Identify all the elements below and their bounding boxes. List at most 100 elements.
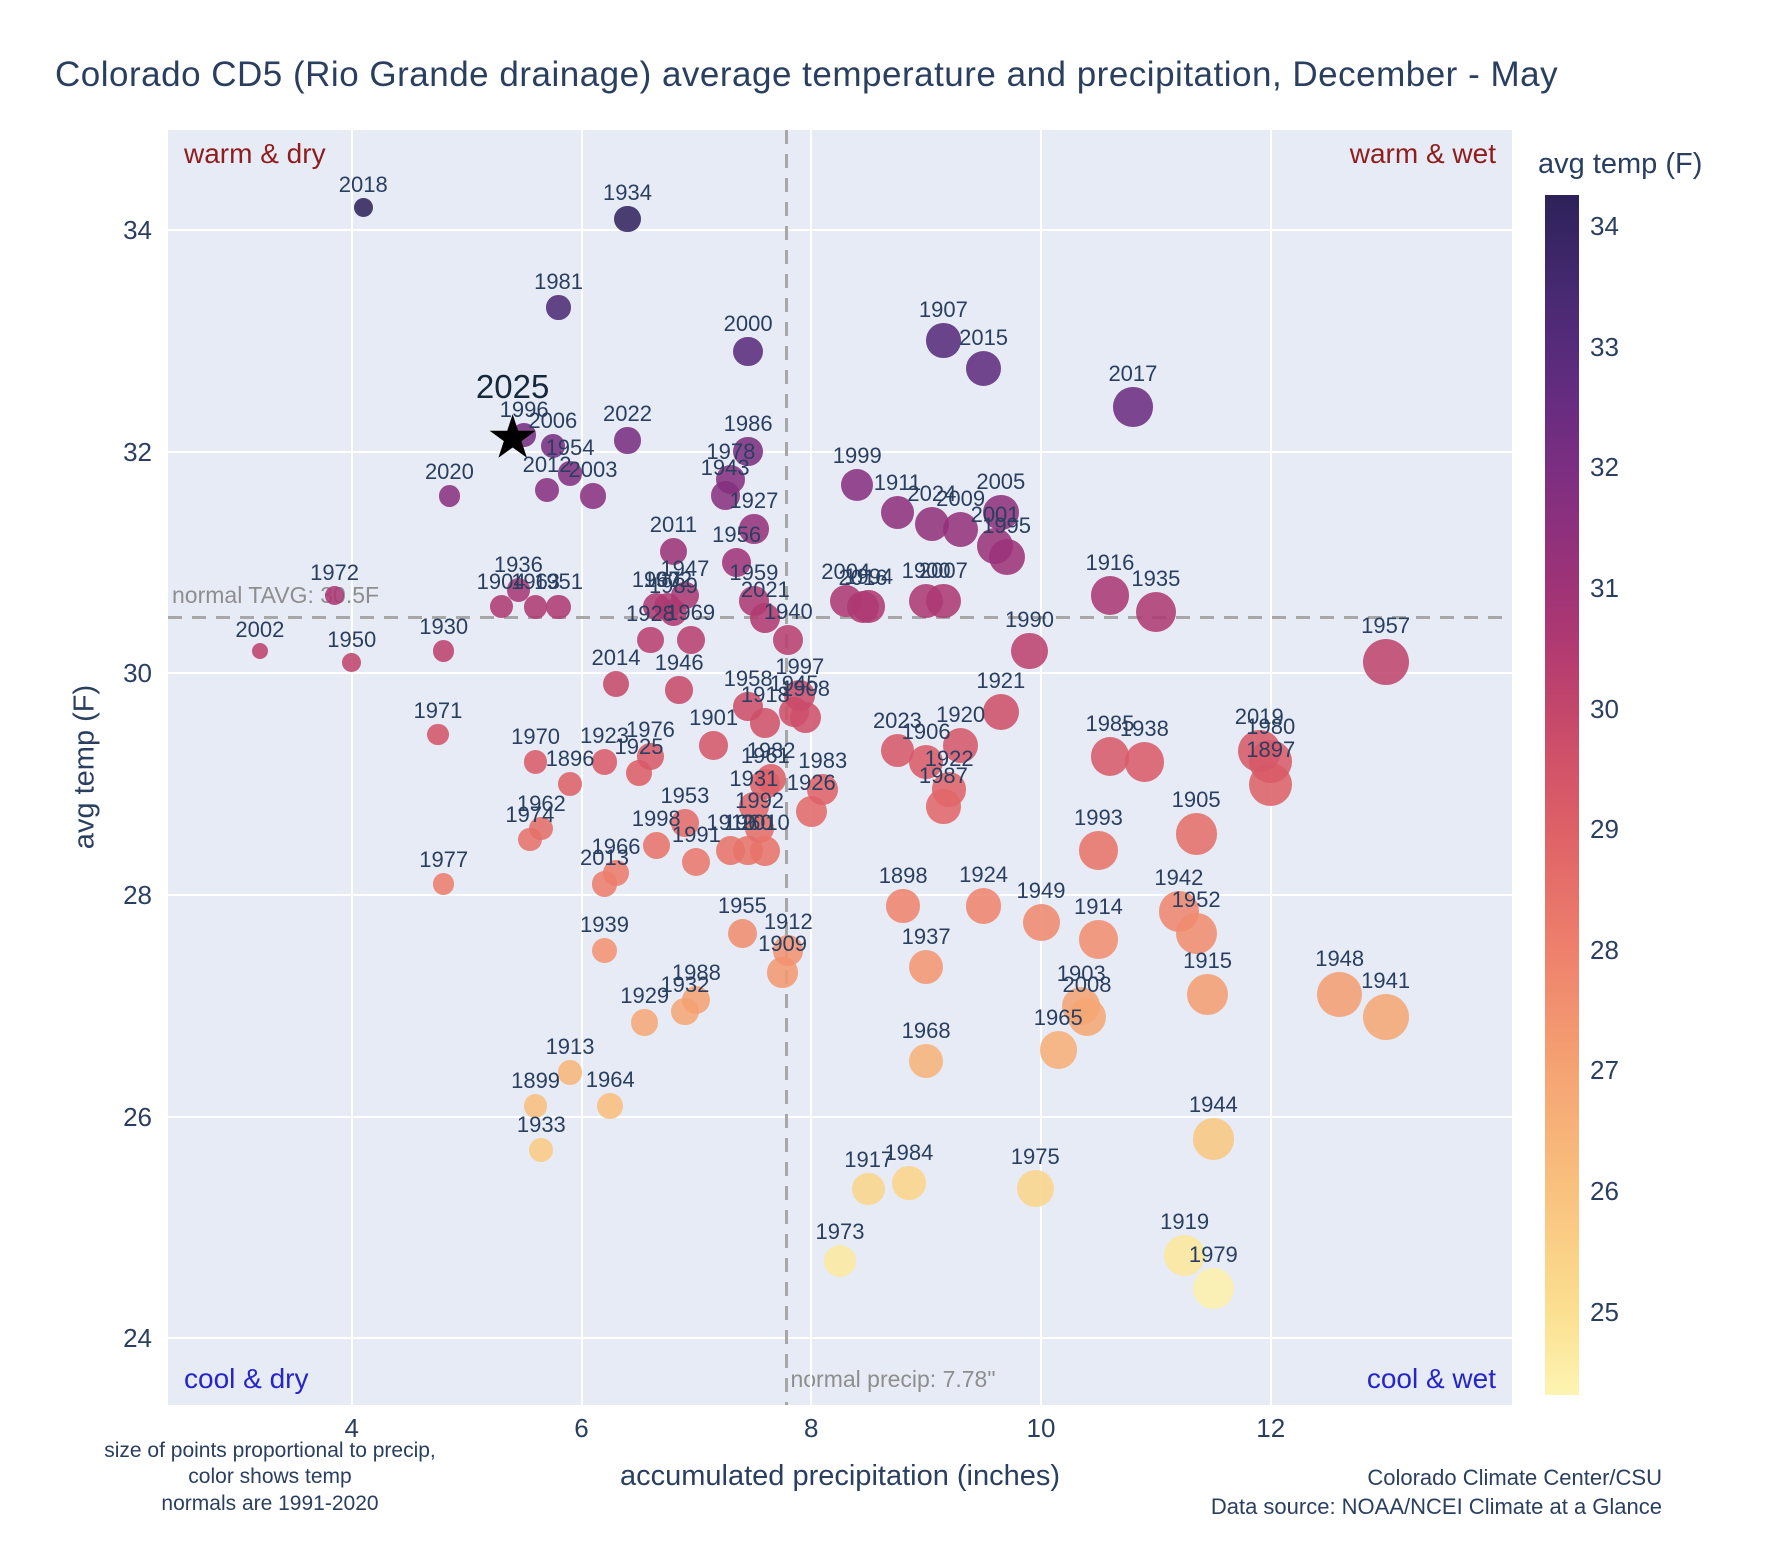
data-point[interactable] (1039, 1031, 1077, 1069)
data-point[interactable] (880, 495, 915, 530)
data-point[interactable] (739, 514, 769, 544)
data-point[interactable] (557, 461, 583, 487)
data-point[interactable] (540, 433, 565, 459)
data-point[interactable] (733, 436, 763, 467)
data-point[interactable] (943, 511, 979, 547)
data-point[interactable] (982, 694, 1019, 731)
data-point[interactable] (750, 835, 781, 866)
data-point[interactable] (1124, 742, 1165, 782)
data-point[interactable] (591, 749, 618, 775)
data-point[interactable] (1090, 737, 1130, 776)
data-point[interactable] (1067, 997, 1107, 1037)
data-point[interactable] (1186, 974, 1229, 1016)
data-point[interactable] (580, 483, 606, 509)
data-point[interactable] (1175, 913, 1217, 955)
data-point[interactable] (251, 642, 269, 660)
data-point[interactable] (557, 771, 583, 797)
data-point[interactable] (591, 871, 618, 897)
data-point[interactable] (614, 427, 641, 454)
data-point[interactable] (852, 1172, 885, 1206)
data-point[interactable] (1090, 576, 1130, 616)
data-point[interactable] (682, 847, 711, 876)
data-point[interactable] (637, 743, 664, 770)
data-point[interactable] (603, 671, 629, 698)
data-point[interactable] (432, 873, 455, 895)
data-point[interactable] (880, 734, 915, 768)
data-point[interactable] (784, 680, 816, 711)
data-point[interactable] (943, 727, 979, 763)
data-point[interactable] (438, 485, 461, 507)
data-point[interactable] (773, 624, 804, 656)
data-point[interactable] (722, 547, 752, 577)
data-point[interactable] (926, 789, 961, 824)
data-point[interactable] (841, 468, 874, 501)
data-point[interactable] (427, 723, 449, 745)
data-point[interactable] (727, 919, 757, 949)
data-point[interactable] (1362, 639, 1409, 686)
data-point[interactable] (926, 323, 961, 358)
data-point[interactable] (733, 691, 763, 722)
data-point[interactable] (676, 626, 705, 654)
data-point[interactable] (523, 594, 548, 619)
data-point[interactable] (807, 774, 839, 806)
data-point[interactable] (523, 750, 548, 774)
data-point[interactable] (699, 731, 728, 760)
data-point[interactable] (977, 527, 1013, 564)
data-point[interactable] (750, 602, 781, 633)
data-point[interactable] (1237, 729, 1281, 773)
data-point[interactable] (1113, 387, 1153, 427)
data-point[interactable] (518, 827, 542, 852)
data-point[interactable] (597, 1092, 624, 1119)
data-point[interactable] (637, 626, 664, 654)
data-point[interactable] (773, 935, 804, 966)
data-point[interactable] (642, 831, 670, 859)
data-point[interactable] (733, 337, 763, 367)
data-point[interactable] (665, 676, 693, 704)
data-point[interactable] (1011, 632, 1048, 670)
data-point[interactable] (965, 350, 1002, 387)
data-point[interactable] (631, 1009, 659, 1036)
data-point[interactable] (1016, 1170, 1054, 1208)
data-point[interactable] (659, 598, 688, 626)
data-point[interactable] (914, 506, 949, 541)
data-point[interactable] (546, 295, 571, 320)
data-point[interactable] (1135, 592, 1176, 633)
data-point[interactable] (591, 937, 618, 964)
data-point[interactable] (557, 1060, 583, 1085)
data-point[interactable] (716, 464, 746, 494)
data-point[interactable] (535, 478, 560, 503)
data-point[interactable] (756, 763, 787, 794)
data-point[interactable] (1317, 972, 1363, 1018)
data-point[interactable] (353, 197, 373, 218)
data-point[interactable] (1192, 1267, 1235, 1310)
data-point[interactable] (1022, 904, 1060, 942)
data-point[interactable] (1079, 920, 1118, 959)
data-point[interactable] (546, 594, 571, 619)
star-marker-current-year[interactable]: ★ (485, 404, 540, 472)
data-point[interactable] (909, 744, 944, 779)
data-point[interactable] (512, 423, 536, 447)
data-point[interactable] (1079, 831, 1118, 870)
data-point[interactable] (325, 586, 344, 605)
data-point[interactable] (432, 640, 455, 662)
data-point[interactable] (1175, 813, 1217, 855)
data-point[interactable] (892, 1166, 926, 1201)
data-point[interactable] (682, 986, 711, 1015)
data-point[interactable] (671, 809, 699, 837)
data-point[interactable] (523, 1093, 548, 1118)
data-point[interactable] (529, 1138, 554, 1162)
data-point[interactable] (846, 590, 880, 623)
data-point[interactable] (982, 494, 1019, 531)
data-point[interactable] (1362, 993, 1409, 1040)
data-point[interactable] (965, 888, 1002, 924)
data-point[interactable] (886, 889, 920, 923)
data-point[interactable] (342, 652, 362, 672)
data-point[interactable] (506, 578, 531, 602)
data-point[interactable] (909, 1044, 944, 1079)
data-point[interactable] (926, 583, 961, 619)
data-point[interactable] (1192, 1118, 1235, 1160)
data-point[interactable] (824, 1244, 856, 1277)
data-point[interactable] (614, 205, 641, 232)
data-point[interactable] (659, 537, 688, 565)
data-point[interactable] (909, 950, 944, 985)
